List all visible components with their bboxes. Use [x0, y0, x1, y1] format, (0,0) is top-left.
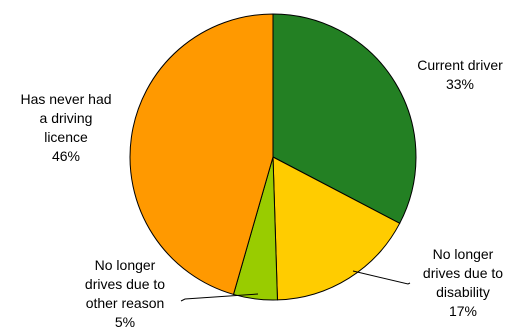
slice-label-line: a driving — [40, 110, 93, 126]
slice-label-line: disability — [436, 284, 490, 300]
slice-label-line: Current driver — [417, 57, 503, 73]
slice-label-line: drives due to — [85, 276, 165, 292]
slice-label-no-longer-drives-due-to-other-reason: No longer drives due to other reason 5% — [85, 257, 165, 327]
slice-label-line: licence — [44, 129, 88, 145]
slice-label-current-driver: Current driver 33% — [417, 57, 503, 92]
pie-slice-no-longer-drives-due-to-disability — [272, 156, 401, 301]
slice-label-no-longer-drives-due-to-disability: No longer drives due to disability 17% — [423, 246, 503, 319]
slice-value-has-never-had-a-driving-licence: 46% — [52, 148, 80, 164]
pie-slice-has-never-had-a-driving-licence — [129, 13, 274, 296]
leader-line-no-longer-drives-due-to-other-reason — [180, 293, 259, 302]
slice-value-no-longer-drives-due-to-other-reason: 5% — [115, 314, 135, 327]
slice-value-no-longer-drives-due-to-disability: 17% — [449, 303, 477, 319]
slice-label-line: drives due to — [423, 265, 503, 281]
slice-label-line: No longer — [95, 257, 156, 273]
slice-value-current-driver: 33% — [446, 76, 474, 92]
pie-slice-current-driver — [272, 13, 417, 224]
slice-label-line: other reason — [86, 295, 165, 311]
slice-label-line: No longer — [433, 246, 494, 262]
slice-label-has-never-had-a-driving-licence: Has never had a driving licence 46% — [20, 91, 111, 164]
slice-label-line: Has never had — [20, 91, 111, 107]
leader-line-no-longer-drives-due-to-disability — [352, 270, 411, 285]
